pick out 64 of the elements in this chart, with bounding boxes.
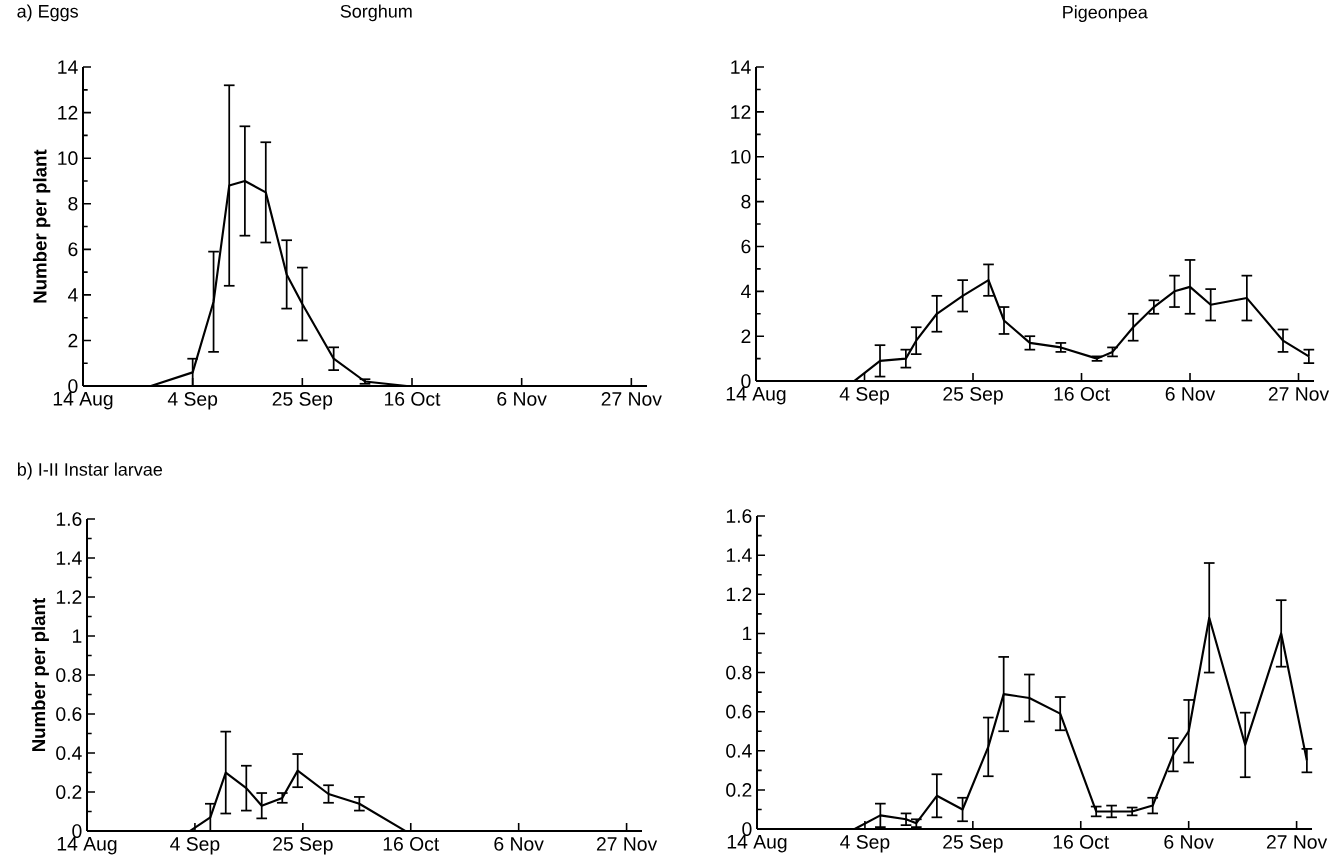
x-tick-label: 25 Sep (943, 835, 1003, 853)
y-tick-label: 0.6 (726, 704, 752, 719)
y-tick-label: 12 (58, 105, 78, 120)
y-tick-label: 0 (742, 822, 752, 836)
y-tick-label: 0.8 (56, 668, 82, 682)
y-tick-label: 8 (68, 196, 78, 211)
y-tick-label: 6 (68, 242, 78, 257)
y-tick-label: 2 (68, 333, 78, 348)
y-tick-label: 1.4 (56, 551, 82, 565)
x-tick-label: 4 Sep (840, 835, 890, 853)
x-tick-label: 16 Oct (1053, 835, 1110, 849)
x-tick-label: 6 Nov (494, 837, 544, 851)
x-tick-label: 27 Nov (596, 837, 658, 851)
y-tick-label: 1.2 (726, 587, 752, 602)
y-tick-label: 0.2 (726, 783, 752, 797)
y-tick-label: 1.2 (56, 590, 82, 604)
x-tick-label: 4 Sep (167, 392, 218, 410)
y-tick-label: 14 (731, 60, 751, 74)
y-tick-label: 2 (741, 329, 751, 343)
x-tick-label: 16 Oct (384, 392, 441, 406)
y-tick-label: 0.8 (726, 665, 752, 680)
y-tick-label: 0.6 (56, 707, 82, 721)
y-tick-label: 0 (72, 824, 82, 838)
y-tick-label: 4 (740, 284, 751, 298)
x-tick-label: 4 Sep (839, 387, 889, 405)
y-axis-title: Number per plant (32, 149, 51, 303)
x-tick-label: 6 Nov (1165, 387, 1216, 401)
x-tick-label: 6 Nov (497, 392, 547, 406)
x-tick-label: 16 Oct (1054, 387, 1110, 401)
x-tick-label: 25 Sep (273, 837, 333, 855)
y-tick-label: 14 (58, 60, 78, 74)
y-tick-label: 1 (743, 626, 752, 641)
x-tick-label: 6 Nov (1164, 835, 1214, 849)
x-tick-label: 25 Sep (943, 387, 1003, 405)
x-tick-label: 16 Oct (383, 837, 440, 851)
y-tick-label: 6 (741, 239, 751, 254)
y-tick-label: 1.4 (726, 548, 752, 562)
y-tick-label: 10 (58, 151, 78, 166)
chart-title: Pigeonpea (1063, 5, 1148, 23)
y-tick-label: 1.6 (56, 512, 82, 526)
y-tick-label: 0.4 (726, 743, 752, 758)
x-tick-label: 27 Nov (1266, 835, 1328, 849)
text: a) Eggs (17, 4, 78, 22)
y-tick-label: 10 (731, 149, 751, 164)
x-tick-label: 25 Sep (272, 392, 333, 410)
x-tick-label: 27 Nov (601, 392, 662, 406)
y-tick-label: 0 (68, 379, 78, 393)
x-tick-label: 14 Aug (57, 837, 117, 855)
y-tick-label: 4 (67, 288, 78, 302)
y-tick-label: 0.4 (56, 746, 82, 760)
text: b) I-II Instar larvae (17, 462, 163, 480)
y-tick-label: 0.2 (56, 785, 82, 799)
x-tick-label: 14 Aug (727, 835, 787, 853)
x-tick-label: 14 Aug (726, 387, 786, 405)
x-tick-label: 14 Aug (53, 392, 113, 410)
y-tick-label: 0 (741, 374, 751, 388)
y-axis-title: Number per plant (31, 598, 49, 752)
y-tick-label: 1 (73, 629, 82, 643)
x-tick-label: 4 Sep (170, 837, 220, 855)
y-tick-label: 1.6 (726, 509, 752, 523)
y-tick-label: 8 (741, 194, 751, 209)
x-tick-label: 27 Nov (1268, 387, 1330, 401)
y-tick-label: 12 (731, 105, 751, 119)
chart-title: Sorghum (340, 4, 412, 22)
